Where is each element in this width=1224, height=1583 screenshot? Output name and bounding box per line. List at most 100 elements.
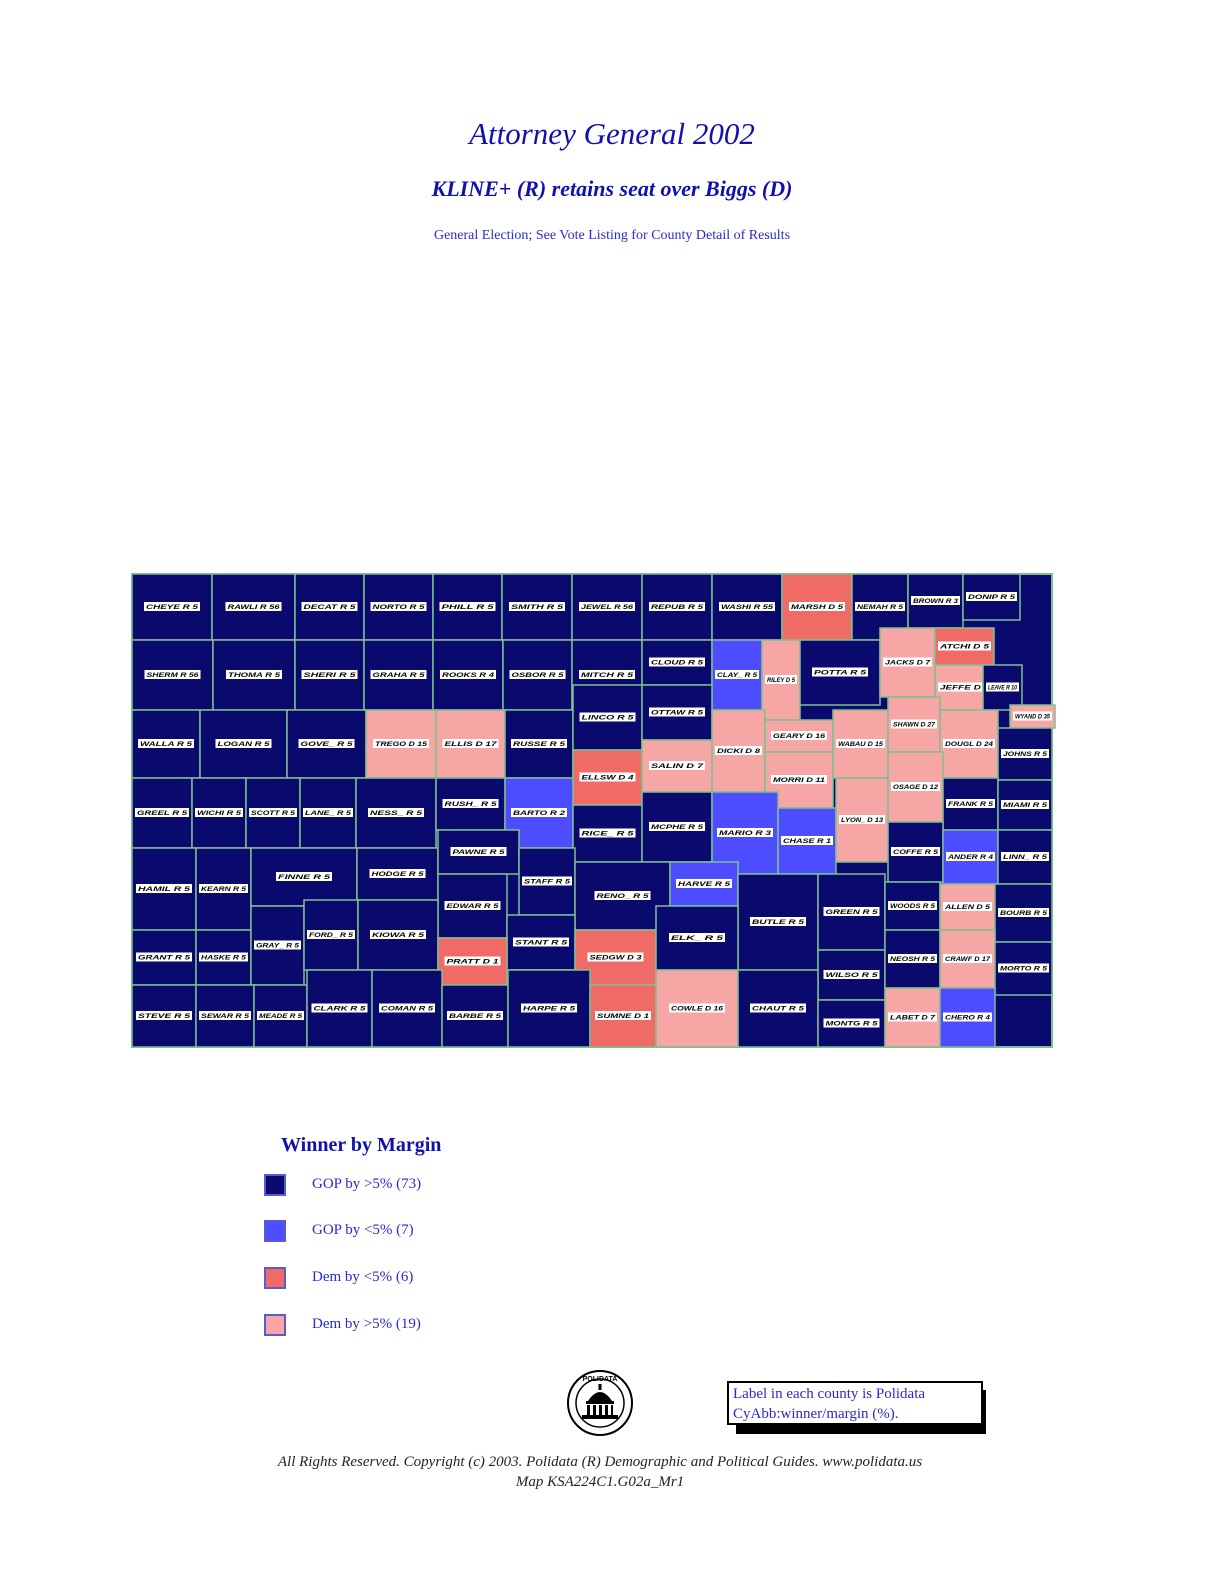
county: CHEYE R 5 (131, 573, 213, 641)
county: JOHNS R 5 (997, 727, 1053, 781)
county-label: SCOTT R 5 (251, 811, 296, 817)
county: DICKI D 8 (711, 709, 766, 793)
legend-label: GOP by >5% (73) (312, 1176, 422, 1192)
county-label-box (144, 602, 200, 611)
county-label: DOUGL D 24 (945, 742, 994, 748)
map-id-line: Map KSA224C1.G02a_Mr1 (515, 1474, 685, 1490)
county-label-box (579, 712, 636, 722)
county-label-box (138, 739, 194, 748)
county: HODGE R 5 (356, 847, 439, 901)
county-label: LYON_ D 13 (841, 818, 884, 824)
county-label-box (373, 739, 429, 748)
county-label: RILEY D 5 (767, 678, 796, 684)
county: POTTA R 5 (799, 639, 881, 706)
county-label: MORRI D 11 (773, 778, 826, 784)
county: WYAND D 35 (1009, 704, 1056, 729)
county-label-box (136, 884, 192, 893)
county: CHAUT R 5 (737, 969, 819, 1048)
county-label-box (447, 1011, 503, 1020)
county: TREGO D 15 (365, 709, 437, 779)
county-label-box (370, 670, 427, 679)
county-label-box (135, 808, 189, 817)
county-label: CLARK R 5 (314, 1007, 367, 1013)
county-label: STANT R 5 (515, 941, 568, 947)
county: DONIP R 5 (962, 573, 1021, 621)
map-subtitle: KLINE+ (R) retains seat over Biggs (D) (431, 176, 793, 201)
county-label-box (649, 761, 705, 770)
county-label-box (812, 667, 868, 677)
county-label-box (943, 902, 992, 911)
county: MARIO R 3 (711, 791, 779, 875)
county-label-box (509, 602, 565, 611)
county-label: CLAY_ R 5 (717, 673, 758, 679)
county: DOUGL D 24 (939, 709, 999, 779)
county-label-box (943, 954, 992, 963)
county-label-box (195, 808, 243, 817)
county-label-box (891, 719, 937, 729)
county-label: LOGAN R 5 (218, 742, 271, 748)
map-title: Attorney General 2002 (469, 116, 755, 151)
county-label: WABAU D 15 (838, 742, 884, 748)
county: LOGAN R 5 (199, 709, 288, 779)
county-label: GRAHA R 5 (373, 673, 426, 679)
county-label: HAMIL R 5 (138, 887, 191, 893)
county-label-box (594, 891, 651, 900)
county-label: KIOWA R 5 (372, 933, 425, 939)
county-label-box (579, 670, 635, 679)
county-label: FINNE R 5 (278, 875, 331, 881)
county-label: NEMAH R 5 (857, 605, 904, 611)
county: WALLA R 5 (131, 709, 201, 779)
county-label-box (883, 657, 932, 667)
county-label-box (750, 1003, 806, 1013)
county: RAWLI R 56 (211, 573, 296, 641)
county-label: LANE_ R 5 (305, 811, 352, 817)
county-label: PAWNE R 5 (453, 850, 506, 856)
county-label-box (823, 1018, 880, 1028)
county-label: OTTAW R 5 (651, 711, 704, 717)
county-label: HASKE R 5 (201, 956, 247, 962)
county-label: JOHNS R 5 (1003, 752, 1048, 758)
county: FRANK R 5 (942, 777, 999, 831)
county: GRAY_ R 5 (250, 905, 305, 986)
county: BROWN R 3 (907, 573, 964, 629)
county-label-box (823, 907, 880, 916)
county-label: WALLA R 5 (140, 742, 193, 748)
county-label: CHERO R 4 (945, 1016, 991, 1022)
county-label-box (998, 963, 1049, 973)
county-label: BARTO R 2 (513, 811, 566, 817)
county-label-box (307, 930, 355, 939)
county-label-box (226, 670, 282, 679)
county-label-box (839, 815, 885, 824)
legend-label: GOP by <5% (7) (312, 1222, 414, 1238)
county-label-box (676, 879, 732, 888)
county: DECAT R 5 (294, 573, 365, 641)
county-label-box (311, 1003, 368, 1013)
county-label-box (368, 808, 424, 817)
county-label: GREEN R 5 (826, 910, 879, 916)
county-label: RICE_ R 5 (582, 832, 635, 838)
county-label: RAWLI R 56 (228, 605, 281, 611)
county-label: STAFF R 5 (524, 880, 571, 886)
county-label-box (370, 602, 427, 611)
county: ROOKS R 4 (432, 639, 504, 711)
legend-swatch (264, 1174, 286, 1196)
county: PRATT D 1 (437, 937, 508, 986)
county: LINN_ R 5 (997, 829, 1053, 885)
legend-swatch (264, 1220, 286, 1242)
county: JEWEL R 56 (571, 573, 643, 641)
county: SEWAR R 5 (195, 984, 255, 1048)
county-label-box (966, 592, 1017, 601)
county-label: ELK_ R 5 (671, 936, 724, 942)
county-label: MORTO R 5 (1000, 967, 1048, 973)
county: WASHI R 55 (711, 573, 783, 641)
county: STANT R 5 (506, 914, 576, 971)
county: OSAGE D 12 (887, 751, 944, 823)
county-label-box (649, 822, 705, 831)
county-label: RENO_ R 5 (597, 894, 650, 900)
county: ELLSW D 4 (572, 749, 643, 806)
county-label: ATCHI D 5 (938, 645, 990, 651)
county-label-box (595, 1011, 651, 1020)
county: HARPE R 5 (507, 969, 591, 1048)
county: GREEN R 5 (817, 873, 886, 951)
county-label-box (579, 828, 636, 838)
